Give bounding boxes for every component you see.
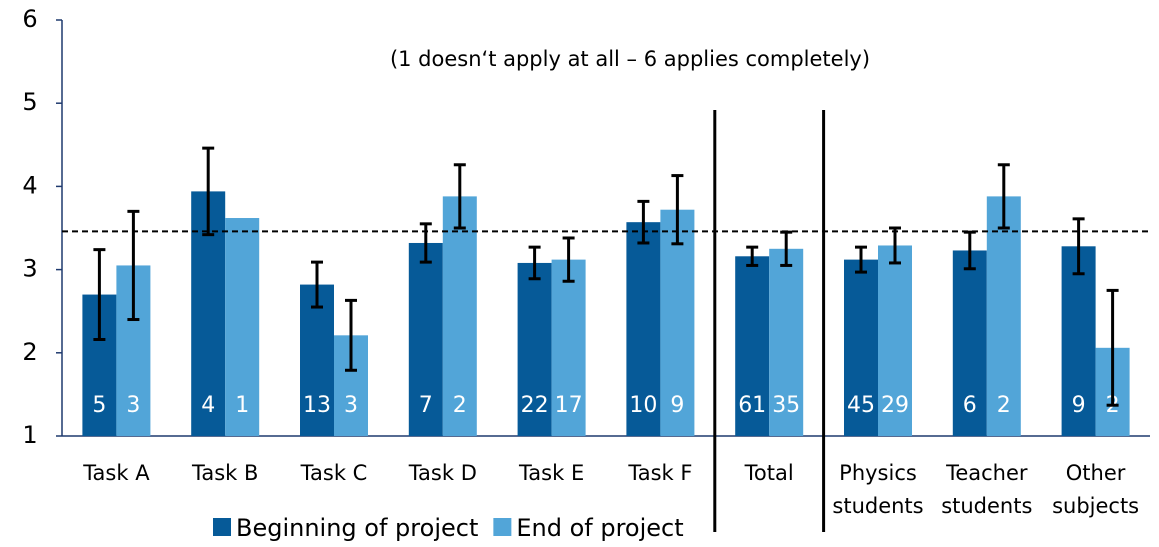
x-tick-label: Teacher	[945, 461, 1028, 485]
y-tick-label: 1	[22, 421, 37, 449]
y-tick-label: 2	[22, 338, 37, 366]
bar	[952, 250, 987, 436]
legend-label: End of project	[516, 514, 683, 542]
bar	[551, 259, 586, 436]
error-bar	[419, 222, 432, 264]
count-label: 9	[1072, 393, 1086, 418]
count-label: 3	[126, 393, 140, 418]
error-bar	[637, 199, 650, 245]
bar	[442, 196, 477, 436]
error-bar	[528, 245, 541, 281]
error-bar	[345, 298, 357, 372]
bar	[844, 259, 878, 436]
error-bar	[1106, 288, 1119, 407]
bar	[1061, 246, 1096, 436]
legend-label: Beginning of project	[236, 514, 478, 542]
error-bar	[746, 245, 759, 267]
bar	[626, 222, 661, 436]
error-bar	[889, 226, 901, 265]
count-label: 10	[629, 393, 657, 418]
error-bar	[855, 245, 867, 274]
count-label: 22	[521, 393, 549, 418]
error-bar	[93, 248, 106, 341]
count-label: 2	[997, 393, 1011, 418]
bar	[300, 284, 334, 436]
count-label: 6	[963, 393, 977, 418]
y-tick-label: 5	[22, 88, 37, 116]
x-tick-label: Other	[1066, 461, 1126, 485]
x-tick-label: subjects	[1052, 494, 1139, 518]
x-tick-label: Physics	[839, 461, 917, 485]
bar	[769, 248, 804, 436]
count-label: 4	[201, 393, 215, 418]
x-tick-label: Task E	[518, 461, 584, 485]
bar	[408, 242, 443, 436]
count-label: 13	[303, 393, 331, 418]
error-bar	[562, 236, 575, 283]
legend-swatch	[213, 518, 231, 536]
error-bar	[1072, 217, 1085, 276]
count-label: 1	[235, 393, 249, 418]
count-label: 5	[92, 393, 106, 418]
bar	[735, 256, 770, 436]
x-tick-label: Total	[744, 461, 794, 485]
count-label: 3	[344, 393, 358, 418]
error-bar	[997, 163, 1010, 230]
x-tick-label: students	[941, 494, 1032, 518]
legend-swatch	[493, 518, 512, 536]
error-bar	[671, 174, 684, 246]
count-label: 2	[453, 393, 467, 418]
error-bar	[311, 260, 323, 309]
x-tick-label: Task C	[300, 461, 368, 485]
bar	[878, 245, 912, 436]
error-bar	[127, 209, 140, 322]
y-tick-label: 4	[22, 171, 37, 199]
x-tick-label: Task F	[627, 461, 692, 485]
count-label: 45	[847, 393, 875, 418]
y-tick-label: 6	[22, 5, 37, 33]
bar	[660, 209, 695, 436]
count-label: 35	[772, 393, 800, 418]
x-tick-label: Task A	[82, 461, 150, 485]
bar	[517, 262, 552, 436]
count-label: 17	[555, 393, 583, 418]
y-tick-label: 3	[22, 255, 37, 283]
x-tick-label: students	[832, 494, 923, 518]
count-label: 7	[419, 393, 433, 418]
error-bar	[202, 146, 215, 237]
x-tick-label: Task D	[408, 461, 477, 485]
error-bar	[453, 163, 466, 230]
count-label: 61	[738, 393, 766, 418]
x-tick-label: Task B	[191, 461, 258, 485]
annotation: (1 doesn‘t apply at all – 6 applies comp…	[390, 47, 870, 71]
count-label: 9	[670, 393, 684, 418]
bar	[225, 218, 260, 436]
count-label: 29	[881, 393, 909, 418]
bar	[986, 196, 1021, 436]
